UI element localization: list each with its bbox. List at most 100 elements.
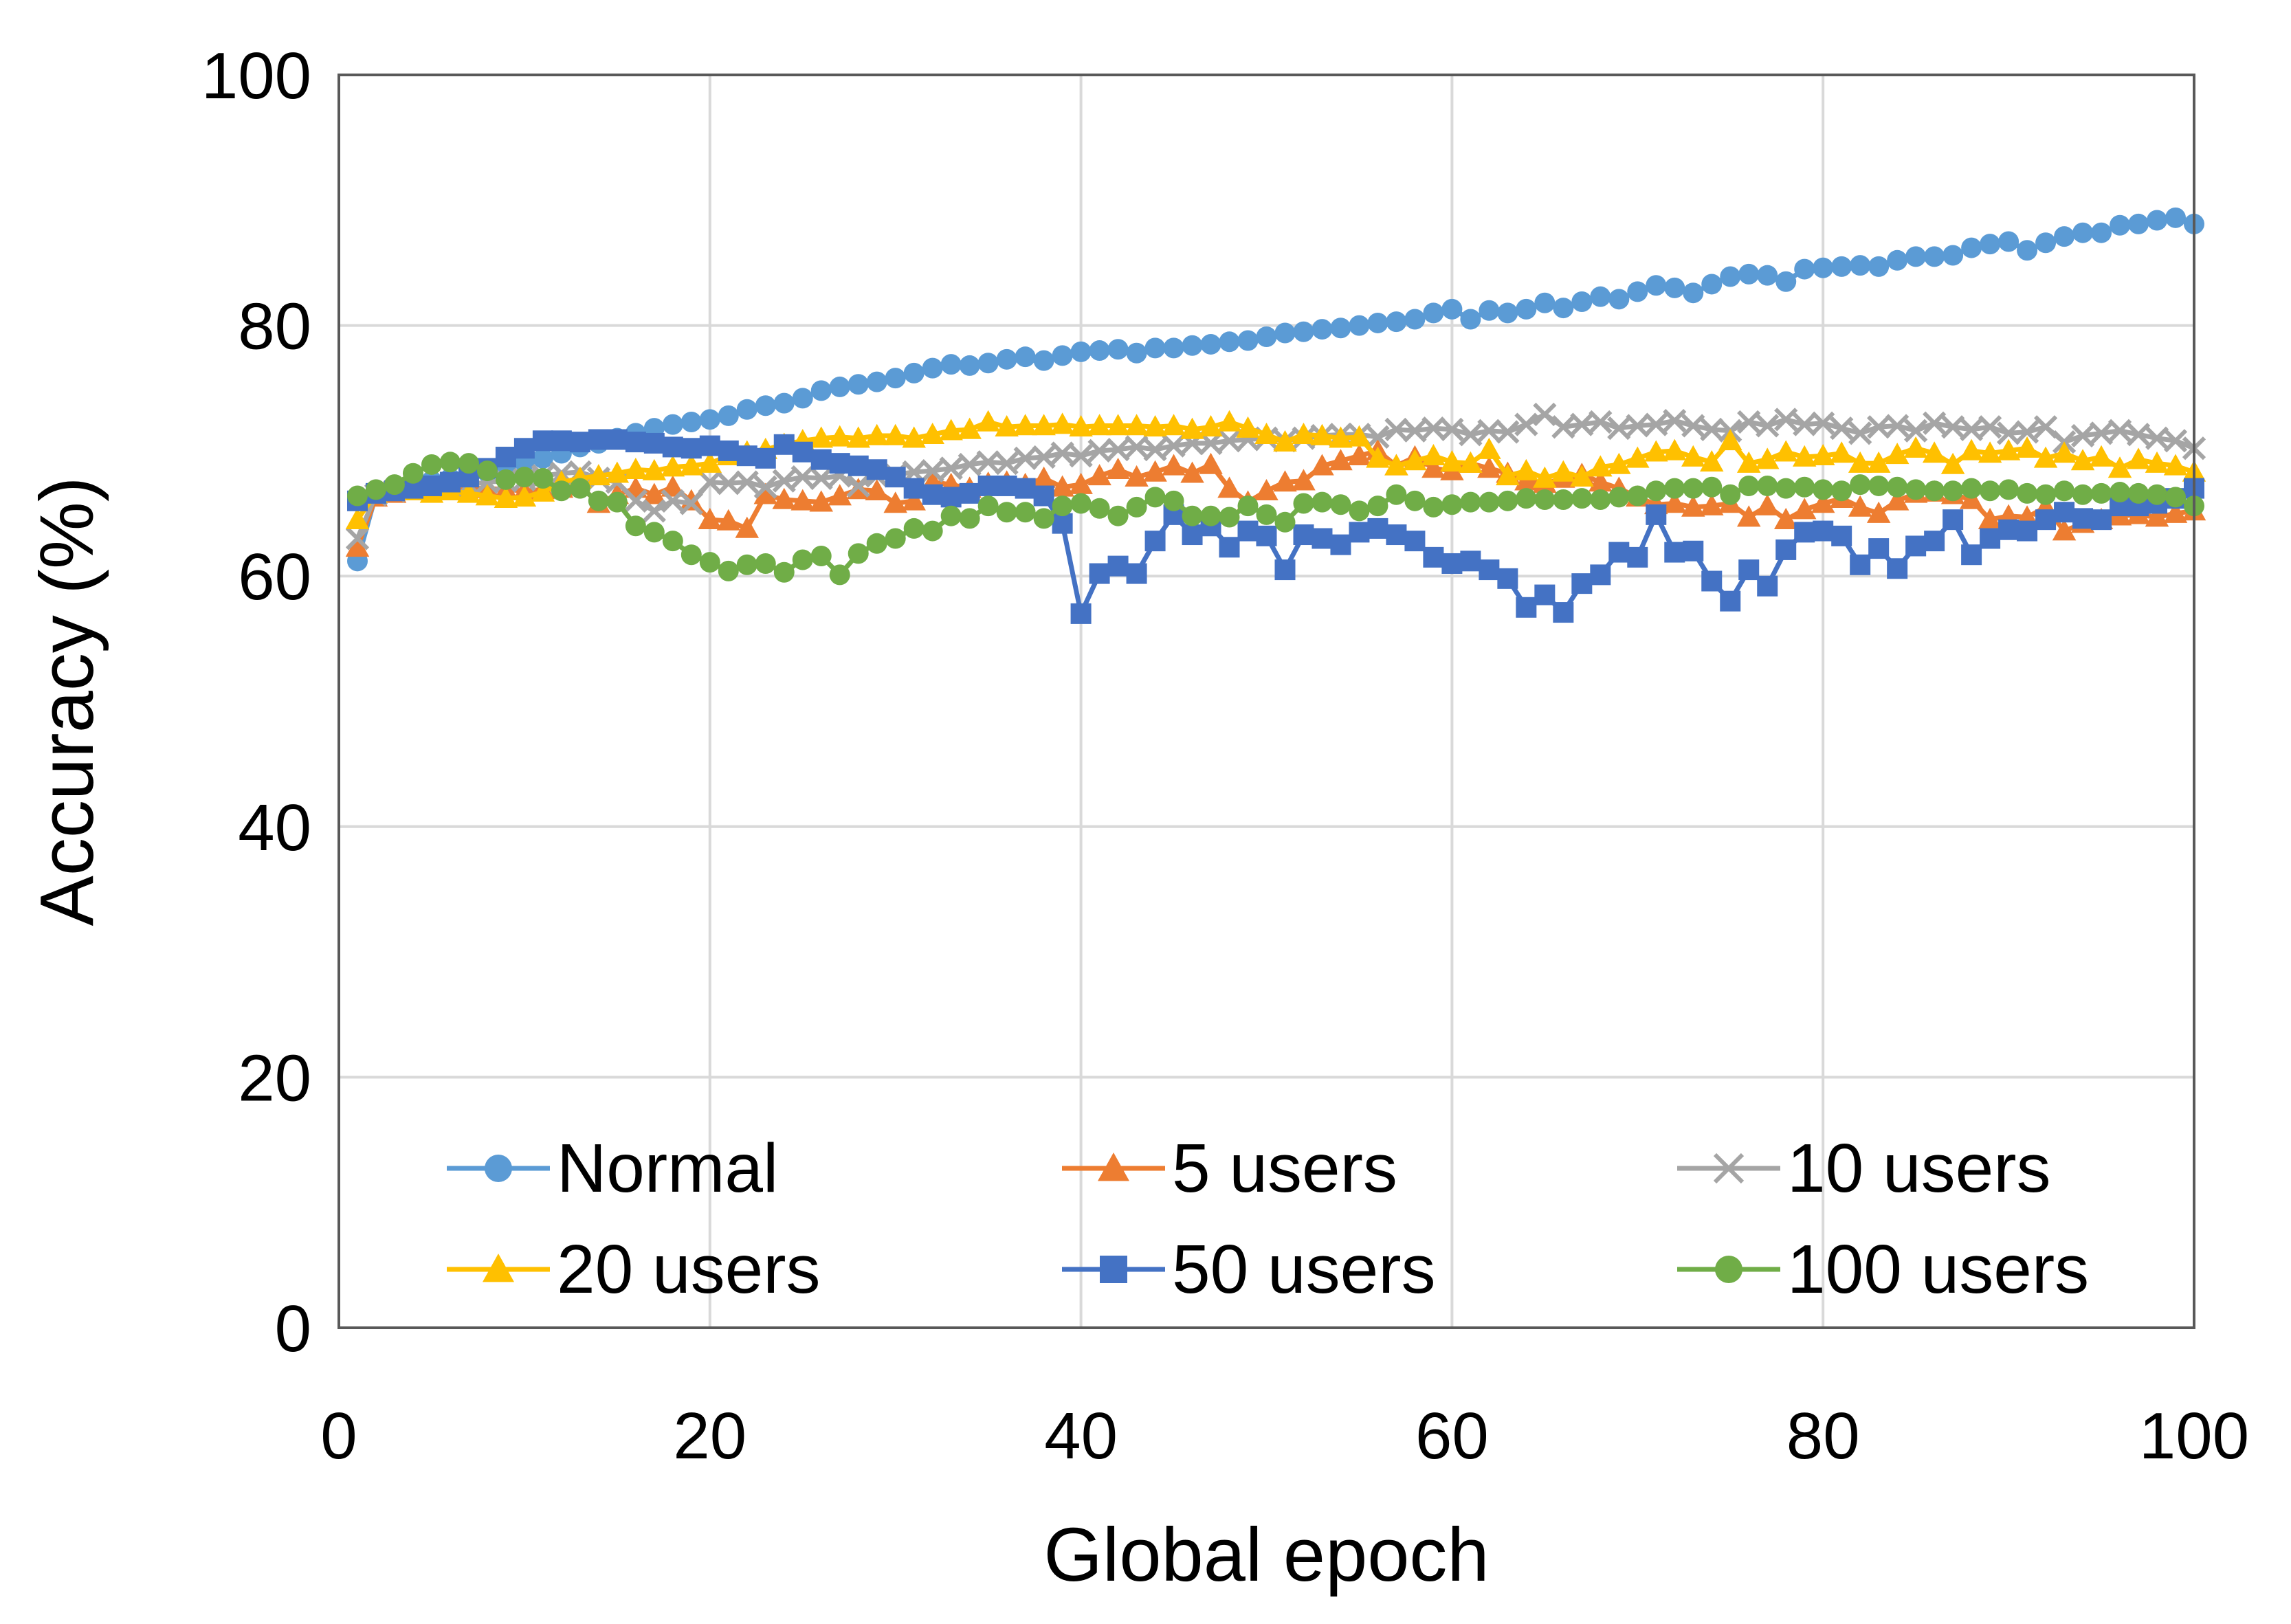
data-point-50-users-26 (829, 453, 850, 474)
data-point-normal-35 (996, 348, 1017, 370)
data-point-normal-79 (1813, 257, 1834, 278)
data-point-20-users-50 (1273, 430, 1297, 452)
data-point-5-users-82 (1866, 501, 1891, 523)
data-point-100-users-61 (1479, 491, 1500, 513)
data-point-100-users-18 (680, 544, 702, 566)
data-point-100-users-44 (1163, 490, 1184, 511)
data-point-20-users-92 (2052, 441, 2077, 463)
data-point-20-users-91 (2033, 446, 2058, 468)
data-point-100-users-68 (1608, 487, 1630, 508)
data-point-normal-40 (1089, 340, 1110, 361)
data-point-20-users-94 (2089, 445, 2114, 467)
data-point-10-users-65 (1551, 415, 1575, 439)
data-point-normal-29 (885, 368, 906, 389)
x-tick-label-4: 80 (1786, 1399, 1860, 1473)
data-point-100-users-38 (1052, 496, 1073, 517)
data-point-normal-32 (940, 354, 962, 375)
data-point-100-users-55 (1367, 496, 1388, 517)
data-point-10-users-57 (1403, 419, 1427, 443)
data-point-50-users-24 (792, 441, 813, 463)
data-point-normal-17 (662, 414, 683, 435)
data-point-20-users-17 (661, 455, 685, 477)
data-point-50-users-18 (680, 438, 702, 459)
data-point-100-users-2 (384, 474, 405, 496)
data-point-50-users-54 (1349, 522, 1370, 543)
data-point-normal-67 (1590, 286, 1611, 307)
data-point-normal-76 (1757, 265, 1778, 286)
data-point-5-users-23 (772, 487, 797, 509)
data-point-10-users-21 (735, 470, 759, 494)
data-point-20-users-90 (2015, 436, 2039, 458)
data-point-20-users-57 (1403, 449, 1427, 471)
data-point-normal-75 (1738, 263, 1760, 285)
data-point-10-users-56 (1384, 417, 1408, 442)
data-point-5-users-16 (642, 482, 667, 504)
data-point-100-users-9 (513, 467, 535, 488)
data-point-10-users-15 (623, 489, 648, 513)
data-point-5-users-40 (1087, 464, 1111, 486)
data-point-20-users-45 (1180, 417, 1204, 439)
data-point-100-users-77 (1775, 478, 1797, 499)
data-point-50-users-64 (1534, 584, 1556, 605)
data-point-normal-65 (1553, 298, 1574, 319)
data-point-50-users-77 (1775, 539, 1797, 560)
data-point-50-users-85 (1924, 531, 1945, 552)
data-point-5-users-67 (1589, 470, 1613, 492)
data-point-100-users-74 (1720, 484, 1741, 505)
data-point-normal-28 (866, 371, 887, 392)
data-point-50-users-89 (1998, 519, 2019, 540)
data-point-100-users-32 (940, 505, 962, 526)
data-point-5-users-52 (1310, 454, 1334, 476)
data-point-normal-97 (2147, 210, 2168, 231)
data-point-100-users-34 (977, 496, 999, 517)
data-point-normal-92 (2054, 226, 2075, 247)
data-point-normal-59 (1441, 298, 1463, 320)
data-point-50-users-81 (1850, 554, 1871, 575)
data-point-100-users-52 (1311, 491, 1333, 513)
data-point-100-users-11 (551, 480, 572, 502)
data-point-100-users-45 (1182, 505, 1203, 526)
data-point-normal-20 (718, 405, 739, 426)
data-point-50-users-71 (1664, 542, 1685, 563)
data-point-10-users-42 (1125, 435, 1149, 459)
data-point-100-users-29 (885, 528, 906, 549)
data-point-20-users-35 (995, 415, 1019, 437)
data-point-normal-57 (1404, 309, 1426, 330)
data-point-100-users-73 (1701, 476, 1723, 498)
data-point-50-users-51 (1293, 524, 1314, 546)
data-point-50-users-15 (625, 432, 646, 453)
data-point-100-users-51 (1293, 493, 1314, 514)
data-point-normal-21 (736, 399, 757, 420)
data-point-10-users-36 (1013, 446, 1037, 470)
data-point-20-users-36 (1013, 414, 1037, 436)
data-point-5-users-18 (679, 489, 704, 511)
data-point-normal-93 (2072, 222, 2094, 243)
data-point-normal-25 (810, 380, 832, 401)
data-point-100-users-24 (792, 549, 813, 570)
data-point-20-users-83 (1885, 443, 1910, 465)
data-point-20-users-59 (1440, 450, 1464, 472)
data-point-10-users-76 (1756, 414, 1780, 438)
data-point-20-users-58 (1421, 443, 1446, 465)
data-point-20-users-60 (1459, 451, 1483, 473)
data-point-5-users-71 (1663, 491, 1687, 513)
data-point-5-users-17 (661, 475, 685, 497)
x-axis-title: Global epoch (1043, 1513, 1489, 1597)
data-point-5-users-72 (1681, 495, 1705, 517)
data-point-5-users-75 (1736, 505, 1761, 527)
data-point-20-users-13 (586, 464, 611, 486)
data-point-20-users-29 (883, 423, 907, 445)
legend-marker-20-users (483, 1254, 514, 1282)
data-point-20-users-33 (958, 417, 982, 439)
data-point-normal-58 (1423, 302, 1444, 324)
data-point-50-users-66 (1571, 573, 1593, 594)
data-point-10-users-39 (1069, 444, 1093, 468)
data-point-20-users-18 (679, 454, 704, 476)
data-point-100-users-3 (402, 463, 423, 484)
data-point-50-users-17 (662, 436, 683, 458)
data-point-20-users-44 (1162, 414, 1186, 436)
data-point-50-users-70 (1646, 504, 1667, 525)
data-point-100-users-66 (1571, 488, 1593, 509)
y-axis-title: Accuracy (%) (25, 477, 109, 926)
